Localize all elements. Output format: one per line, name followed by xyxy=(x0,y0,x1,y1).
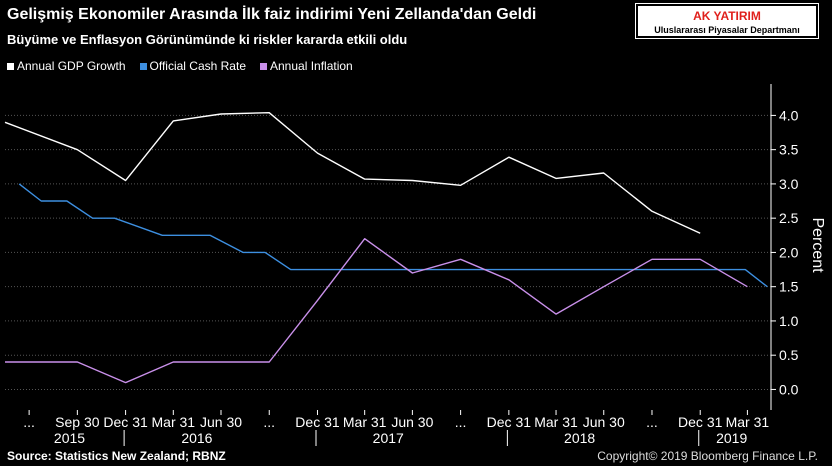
legend-item-inflation: Annual Inflation xyxy=(260,59,353,73)
x-tick-label: ... xyxy=(646,414,658,430)
x-tick-label: Mar 31 xyxy=(343,414,387,430)
legend-label-ocr: Official Cash Rate xyxy=(149,59,247,73)
brand-badge-title: AK YATIRIM xyxy=(693,9,761,23)
x-tick-label: Mar 31 xyxy=(726,414,770,430)
source-note: Source: Statistics New Zealand; RBNZ xyxy=(7,449,226,463)
x-tick-label: Dec 31 xyxy=(678,414,723,430)
legend-swatch-inflation xyxy=(260,62,267,70)
x-year-label: 2015 xyxy=(54,430,85,446)
legend-swatch-gdp xyxy=(7,62,14,70)
legend-swatch-ocr xyxy=(139,62,147,70)
x-tick-label: Jun 30 xyxy=(391,414,433,430)
x-tick-label: Jun 30 xyxy=(200,414,242,430)
x-year-label: 2016 xyxy=(181,430,212,446)
y-tick-label: 3.0 xyxy=(779,176,799,192)
x-tick-label: Dec 31 xyxy=(103,414,148,430)
x-tick-label: ... xyxy=(455,414,467,430)
chart-legend: Annual GDP Growth Official Cash Rate Ann… xyxy=(7,59,353,73)
x-tick-label: ... xyxy=(263,414,275,430)
series-line-official-cash-rate xyxy=(18,183,768,288)
y-tick-label: 1.5 xyxy=(779,279,799,295)
brand-badge-subtitle: Uluslararası Piyasalar Departmanı xyxy=(654,25,800,35)
x-tick-label: Sep 30 xyxy=(55,414,100,430)
y-tick-label: 0.0 xyxy=(779,381,799,397)
chart-title: Gelişmiş Ekonomiler Arasında İlk faiz in… xyxy=(7,6,537,23)
x-year-label: 2018 xyxy=(564,430,595,446)
x-year-label: 2019 xyxy=(716,430,747,446)
x-tick-label: ... xyxy=(23,414,35,430)
x-tick-label: Dec 31 xyxy=(295,414,340,430)
y-tick-label: 2.5 xyxy=(779,210,799,226)
x-tick-label: Mar 31 xyxy=(534,414,578,430)
y-axis-label: Percent xyxy=(809,217,826,273)
legend-item-ocr: Official Cash Rate xyxy=(139,59,247,73)
brand-badge: AK YATIRIM Uluslararası Piyasalar Depart… xyxy=(635,3,819,39)
legend-label-inflation: Annual Inflation xyxy=(270,59,353,73)
y-tick-label: 1.0 xyxy=(779,313,799,329)
legend-item-gdp: Annual GDP Growth xyxy=(7,59,126,73)
x-tick-label: Jun 30 xyxy=(583,414,625,430)
x-tick-label: Mar 31 xyxy=(152,414,196,430)
y-tick-label: 0.5 xyxy=(779,347,799,363)
x-year-label: 2017 xyxy=(373,430,404,446)
y-tick-label: 2.0 xyxy=(779,244,799,260)
chart-subtitle: Büyüme ve Enflasyon Görünümünde ki riskl… xyxy=(7,32,408,47)
y-tick-label: 3.5 xyxy=(779,142,799,158)
legend-label-gdp: Annual GDP Growth xyxy=(17,59,126,73)
x-tick-label: Dec 31 xyxy=(487,414,532,430)
series-line-annual-gdp-growth xyxy=(4,112,701,234)
y-tick-label: 4.0 xyxy=(779,107,799,123)
series-line-annual-inflation xyxy=(5,238,748,384)
copyright-note: Copyright© 2019 Bloomberg Finance L.P. xyxy=(597,449,818,463)
